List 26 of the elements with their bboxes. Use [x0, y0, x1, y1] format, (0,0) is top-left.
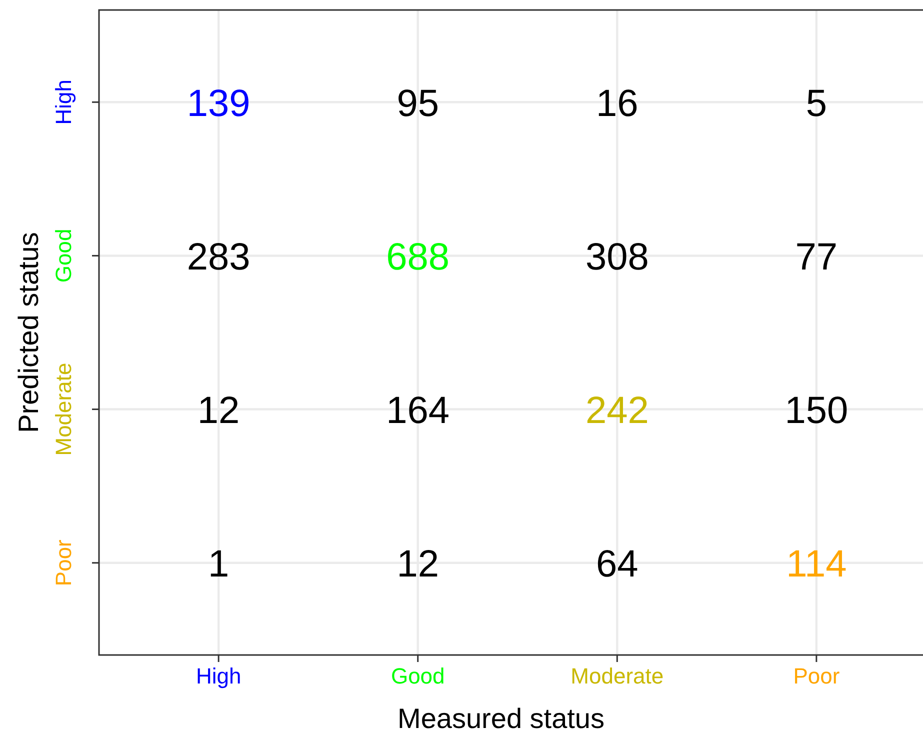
data-label: 283	[186, 236, 250, 278]
data-label: 5	[806, 82, 827, 125]
data-label: 64	[596, 544, 638, 586]
x-axis-title: Measured status	[398, 703, 604, 734]
x-tick-label: High	[196, 664, 242, 689]
y-axis-title: Predicted status	[13, 232, 44, 433]
data-label: 308	[585, 236, 649, 278]
data-label: 16	[596, 82, 638, 125]
data-label: 95	[396, 82, 439, 125]
x-tick-label: Poor	[793, 664, 840, 689]
data-label: 12	[197, 390, 240, 432]
y-tick-label: Poor	[50, 540, 76, 586]
data-label: 164	[386, 390, 450, 432]
data-label: 139	[186, 82, 250, 125]
x-tick-label: Moderate	[570, 664, 664, 689]
y-tick-label: Moderate	[50, 362, 76, 456]
data-label: 12	[396, 544, 439, 586]
y-tick-label: High	[50, 80, 76, 125]
data-label: 242	[585, 390, 649, 432]
data-label: 1	[208, 544, 230, 586]
data-label: 114	[786, 544, 847, 586]
data-label: 688	[386, 236, 450, 278]
data-label: 150	[784, 390, 848, 432]
data-label: 77	[795, 236, 838, 278]
y-tick-label: Good	[50, 228, 76, 283]
x-tick-label: Good	[390, 664, 445, 689]
